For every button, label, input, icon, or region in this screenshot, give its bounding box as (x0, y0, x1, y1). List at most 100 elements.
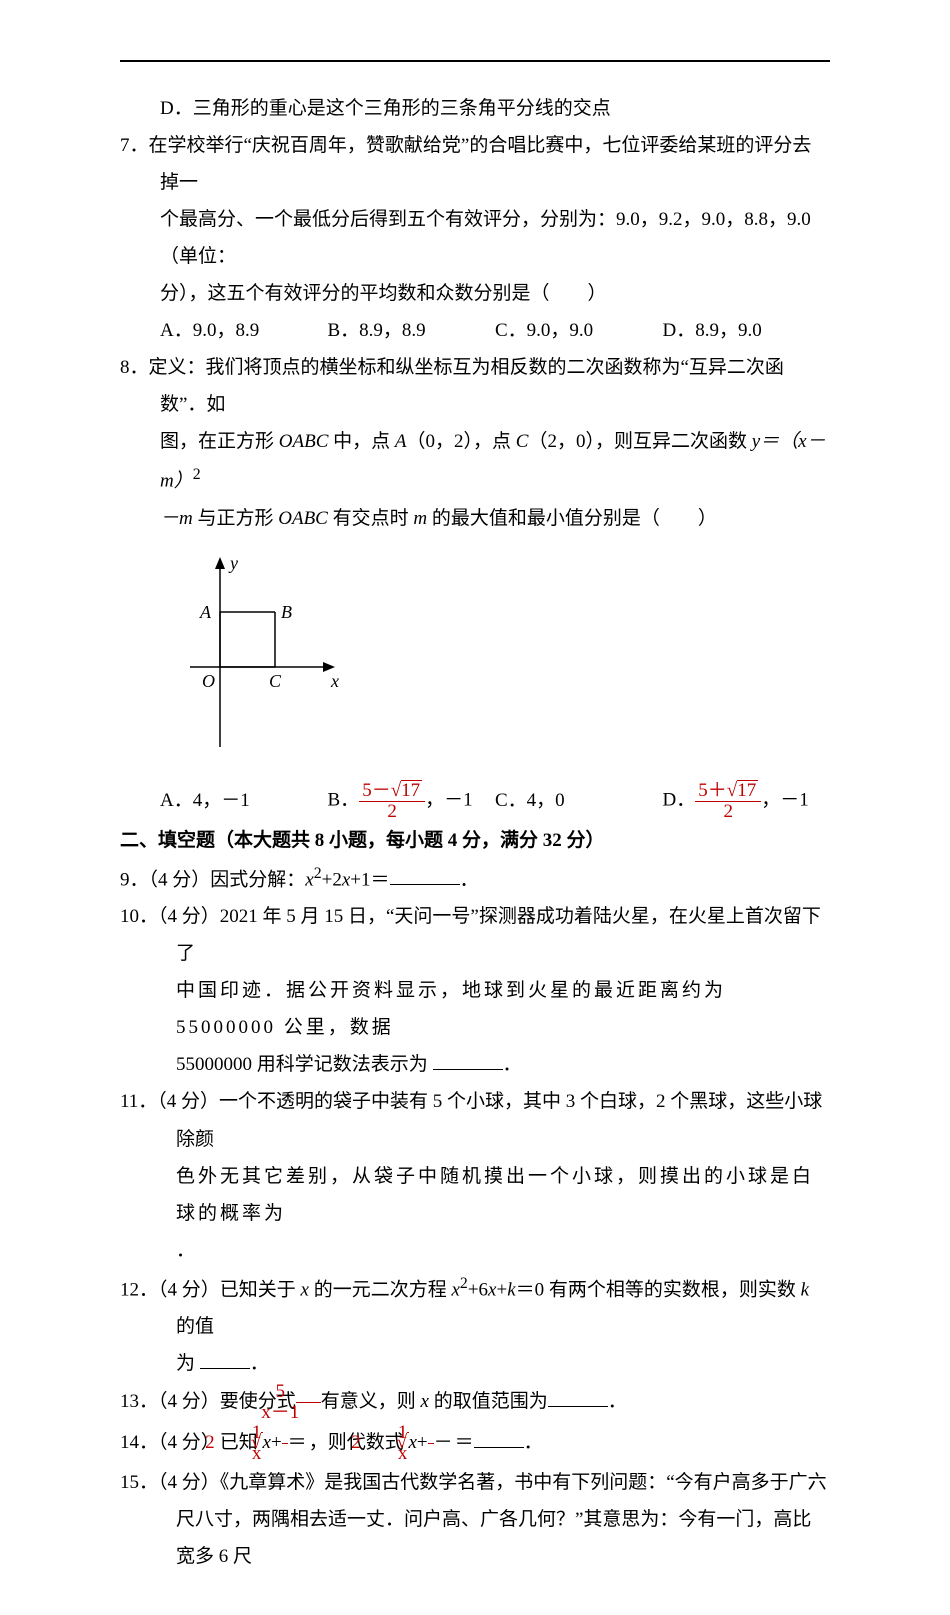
q8-stem-line3: －m 与正方形 OABC 有交点时 m 的最大值和最小值分别是（ ） (120, 500, 830, 537)
q8-optd-pre: D． (663, 789, 696, 810)
svg-text:A: A (199, 602, 212, 622)
q8-optd-sqrt: 17 (727, 780, 758, 801)
q14-plus1: + (271, 1432, 282, 1453)
q9-stem: 9．（4 分）因式分解： (120, 869, 305, 890)
q14-minus: － (434, 1432, 453, 1453)
q10-blank (433, 1050, 503, 1070)
q11-line2: 色外无其它差别，从袋子中随机摸出一个小球，则摸出的小球是白球的概率为 (120, 1158, 830, 1232)
q12-ee: ＝0 有两个相等的实数根，则实数 (516, 1279, 801, 1300)
q7-stem-line2: 个最高分、一个最低分后得到五个有效评分，分别为：9.0，9.2，9.0，8.8，… (120, 201, 830, 275)
q14-plus2: + (417, 1432, 428, 1453)
svg-text:C: C (269, 671, 282, 691)
q8-optb-sqrt: 17 (391, 780, 422, 801)
q13-den-b: －1 (271, 1402, 300, 1423)
q10-line3: 55000000 用科学记数法表示为 ． (120, 1046, 830, 1083)
q7-stem-line1: 7．在学校举行“庆祝百周年，赞歌献给党”的合唱比赛中，七位评委给某班的评分去掉一 (120, 127, 830, 201)
q8-A: A (395, 431, 407, 452)
q14-punct: ． (524, 1432, 543, 1453)
q8-options: A．4，－1 B．5－172，－1 C．4，0 D．5＋172，－1 (120, 780, 830, 822)
q13-punct: ． (608, 1391, 627, 1412)
q9: 9．（4 分）因式分解：x2+2x+1＝． (120, 859, 830, 898)
q15-line2: 尺八寸，两隅相去适一丈．问户高、广各几何？”其意思为：今有一门，高比宽多 6 尺 (120, 1501, 830, 1575)
q10-line1: 10．（4 分）2021 年 5 月 15 日，“天问一号”探测器成功着陆火星，… (120, 898, 830, 972)
q12-ed: + (496, 1279, 507, 1300)
q11-punct: ． (176, 1240, 195, 1261)
q8-optd-num: 5＋ (698, 780, 727, 801)
q14-sqrt2: 2 (453, 1424, 455, 1461)
q14-blank (474, 1428, 524, 1448)
q12-blank (200, 1349, 250, 1369)
q8-option-b: B．5－172，－1 (328, 780, 496, 822)
q8-m: m (413, 508, 427, 529)
q14: 14．（4 分）已知 x+1x＝2，则代数式 x+1x－2＝． (120, 1423, 830, 1464)
q10-stem3: 55000000 用科学记数法表示为 (176, 1054, 433, 1075)
q12-eb: +6 (468, 1279, 488, 1300)
q7-option-b: B．8.9，8.9 (328, 312, 496, 349)
q13-den-x: x (261, 1402, 271, 1423)
q14-rad2: 2 (407, 1432, 409, 1452)
q14-eq1: ＝ (288, 1432, 307, 1453)
q13-b: 有意义，则 (321, 1391, 421, 1412)
q8-optb-frac: 5－172 (359, 780, 425, 822)
q8-option-c: C．4，0 (495, 782, 663, 819)
q12-x2: x (451, 1279, 459, 1300)
q8-l2-a: 图，在正方形 (160, 431, 279, 452)
q8-stem-line1: 8．定义：我们将顶点的横坐标和纵坐标互为相反数的二次函数称为“互异二次函数”．如 (120, 349, 830, 423)
q9-eq: +1＝ (350, 869, 389, 890)
q8-option-a: A．4，－1 (160, 782, 328, 819)
q7-option-c: C．9.0，9.0 (495, 312, 663, 349)
q8-figure: y x O A B C (180, 547, 830, 770)
q8-optb-num: 5－ (362, 780, 391, 801)
q8-stem-line2: 图，在正方形 OABC 中，点 A（0，2），点 C（2，0），则互异二次函数 … (120, 423, 830, 499)
q14-a: 14．（4 分）已知 (120, 1432, 263, 1453)
q9-b: +2 (322, 869, 342, 890)
q8-l3-c: 的最大值和最小值分别是（ ） (427, 508, 717, 529)
q13-blank (548, 1387, 608, 1407)
q8-l2-d: （2，0），则互异二次函数 (528, 431, 751, 452)
q14-b: ，则代数式 (309, 1432, 409, 1453)
q12-sq: 2 (460, 1275, 468, 1292)
q12-b: 的一元二次方程 (309, 1279, 452, 1300)
q8-optb-suf: ，－1 (425, 789, 473, 810)
q6-option-d: D．三角形的重心是这个三角形的三条角平分线的交点 (120, 90, 830, 127)
q9-sq: 2 (314, 865, 322, 882)
q12-k2: k (801, 1279, 809, 1300)
q7-stem-line3: 分），这五个有效评分的平均数和众数分别是（ ） (120, 275, 830, 312)
q8-optd-suf: ，－1 (761, 789, 809, 810)
q14-rad1: 2 (261, 1432, 263, 1452)
section2-title: 二、填空题（本大题共 8 小题，每小题 4 分，满分 32 分） (120, 822, 830, 859)
q8-optb-pre: B． (328, 789, 360, 810)
q8-figure-svg: y x O A B C (180, 547, 350, 757)
q8-sq: 2 (193, 466, 201, 483)
q15-line1: 15．（4 分）《九章算术》是我国古代数学名著，书中有下列问题：“今有户高多于广… (120, 1464, 830, 1501)
q12-c: 的值 (176, 1316, 214, 1337)
q14-sqrt1: 2 (307, 1424, 309, 1461)
q13-c: 的取值范围为 (429, 1391, 548, 1412)
q8-optb-rad: 17 (401, 780, 422, 800)
q13-frac: 5x－1 (296, 1382, 321, 1423)
q13-num: 5 (296, 1382, 321, 1403)
svg-text:x: x (330, 671, 339, 691)
q8-l2-c: （0，2），点 (407, 431, 516, 452)
q10-punct: ． (503, 1054, 522, 1075)
svg-text:B: B (281, 602, 292, 622)
svg-text:O: O (202, 671, 215, 691)
q8-minus-m: －m (160, 508, 193, 529)
q8-optd-den: 2 (695, 802, 761, 822)
q8-l3-a: 与正方形 (193, 508, 279, 529)
q12-a: 12．（4 分）已知关于 (120, 1279, 301, 1300)
q8-oabc-1: OABC (279, 431, 329, 452)
svg-text:y: y (228, 553, 238, 573)
q12-punct: ． (250, 1353, 269, 1374)
q12-stem2: 为 (176, 1353, 200, 1374)
q9-punct: ． (460, 869, 479, 890)
q14-x1: x (263, 1432, 271, 1453)
q8-C: C (516, 431, 529, 452)
q8-l2-b: 中，点 (328, 431, 395, 452)
q8-optd-rad: 17 (737, 780, 758, 800)
q9-blank (390, 865, 460, 885)
q10-line2: 中国印迹．据公开资料显示，地球到火星的最近距离约为 55000000 公里，数据 (120, 972, 830, 1046)
q8-option-d: D．5＋ 172，－1 (663, 780, 831, 822)
q12-line2: 为 ． (120, 1345, 830, 1382)
q7-options: A．9.0，8.9 B．8.9，8.9 C．9.0，9.0 D．8.9，9.0 (120, 312, 830, 349)
